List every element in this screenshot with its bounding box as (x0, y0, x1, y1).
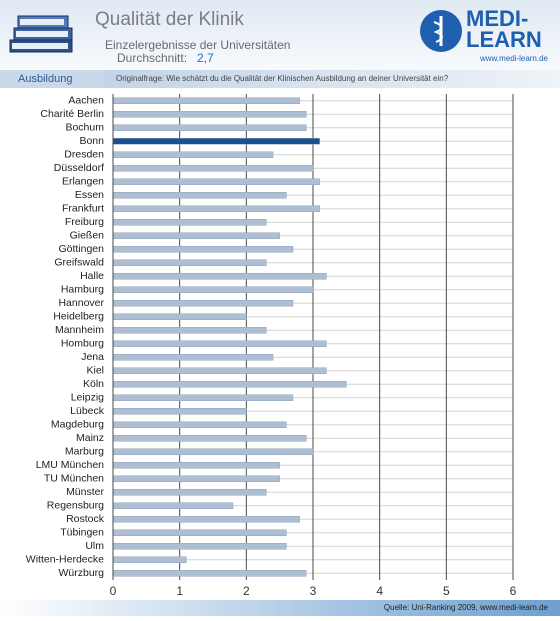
question: Originalfrage: Wie schätzt du die Qualit… (116, 74, 449, 83)
y-tick-label: Ulm (85, 540, 104, 552)
bar (112, 178, 320, 185)
bar (112, 448, 314, 455)
y-tick-label: Düsseldorf (54, 162, 104, 174)
y-tick-label: Lübeck (70, 405, 105, 417)
bar (112, 475, 280, 482)
y-tick-label: Jena (81, 351, 104, 363)
title: Qualität der Klinik (95, 9, 244, 30)
footer-band (0, 600, 560, 616)
bar (112, 111, 307, 118)
y-tick-label: Charité Berlin (40, 108, 104, 120)
y-tick-label: Halle (80, 270, 104, 282)
bar (112, 273, 327, 280)
y-tick-label: Gießen (70, 230, 105, 242)
y-tick-label: Mannheim (55, 324, 104, 336)
y-tick-label: Heidelberg (53, 311, 104, 323)
y-tick-label: Marburg (65, 446, 104, 458)
y-tick-label: Regensburg (47, 500, 104, 512)
bar (112, 340, 327, 347)
x-tick-label: 4 (376, 584, 383, 598)
y-tick-label: TU München (44, 473, 104, 485)
bar (112, 421, 287, 428)
bar (112, 570, 307, 577)
logo-url: www.medi-learn.de (479, 54, 549, 63)
bar (112, 516, 300, 523)
y-tick-label: Göttingen (58, 243, 104, 255)
y-tick-label: Witten-Herdecke (26, 554, 104, 566)
y-tick-label: Leipzig (71, 392, 104, 404)
section-band (0, 70, 560, 88)
bar (112, 313, 247, 320)
bar (112, 394, 294, 401)
bar (112, 138, 320, 145)
y-tick-label: Homburg (61, 338, 104, 350)
y-tick-label: Mainz (76, 432, 104, 444)
y-tick-label: Frankfurt (62, 203, 104, 215)
average-label: Durchschnitt: (117, 51, 187, 65)
y-tick-label: Rostock (66, 513, 105, 525)
bar (112, 354, 274, 361)
y-tick-label: Greifswald (54, 257, 104, 269)
book-icon (9, 15, 73, 53)
bar (112, 502, 234, 509)
y-tick-label: Kiel (86, 365, 104, 377)
x-tick-label: 6 (510, 584, 517, 598)
y-tick-label: Freiburg (65, 216, 104, 228)
x-tick-label: 2 (243, 584, 250, 598)
y-tick-label: Hannover (58, 297, 104, 309)
section-label: Ausbildung (18, 73, 72, 85)
logo-text: MEDI- (466, 6, 528, 31)
logo-text: LEARN (466, 27, 542, 52)
bar (112, 151, 274, 158)
bar (112, 219, 267, 226)
bar (112, 259, 267, 266)
y-tick-label: LMU München (36, 459, 104, 471)
bar (112, 556, 187, 563)
x-tick-label: 1 (176, 584, 183, 598)
y-tick-label: Bonn (79, 135, 104, 147)
bar (112, 246, 294, 253)
bar (112, 489, 267, 496)
y-tick-label: Bochum (65, 122, 104, 134)
bar (112, 435, 307, 442)
y-tick-label: Hamburg (61, 284, 104, 296)
bar (112, 543, 287, 550)
y-tick-label: Würzburg (58, 567, 104, 579)
bar (112, 381, 347, 388)
average-value: 2,7 (197, 51, 214, 65)
subtitle: Einzelergebnisse der Universitäten (105, 38, 290, 52)
y-tick-label: Münster (66, 486, 104, 498)
header-bg (0, 0, 560, 70)
bar (112, 327, 267, 334)
y-tick-label: Tübingen (60, 527, 104, 539)
x-tick-label: 3 (310, 584, 317, 598)
bar (112, 124, 307, 131)
y-tick-label: Erlangen (62, 176, 104, 188)
x-tick-label: 0 (110, 584, 117, 598)
bar (112, 300, 294, 307)
bar (112, 232, 280, 239)
section-tab (0, 70, 104, 88)
bar (112, 192, 287, 199)
y-tick-label: Magdeburg (51, 419, 104, 431)
logo-snake (433, 21, 443, 43)
y-tick-label: Essen (75, 189, 104, 201)
y-tick-label: Aachen (68, 95, 104, 107)
bar (112, 462, 280, 469)
bar (112, 165, 314, 172)
bar (112, 286, 314, 293)
source: Quelle: Uni-Ranking 2009, www.medi-learn… (384, 603, 549, 612)
bar (112, 97, 300, 104)
bar (112, 529, 287, 536)
logo: MEDI- LEARN www.medi-learn.de (420, 6, 549, 63)
y-tick-label: Dresden (64, 149, 104, 161)
bar (112, 205, 320, 212)
bar (112, 367, 327, 374)
y-tick-label: Köln (83, 378, 104, 390)
bar (112, 408, 247, 415)
x-tick-label: 5 (443, 584, 450, 598)
